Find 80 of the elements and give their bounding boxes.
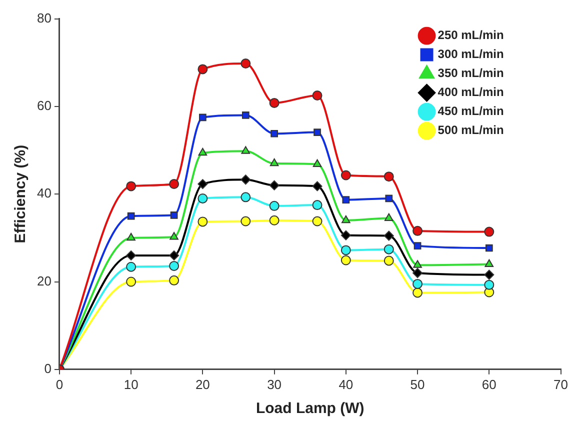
point [485, 244, 493, 252]
point [384, 230, 394, 241]
point [412, 278, 423, 289]
point [169, 250, 180, 260]
point [414, 242, 422, 250]
x-tick-label: 60 [482, 376, 496, 392]
legend-label: 400 mL/min [438, 85, 504, 100]
x-tick-label: 10 [124, 376, 138, 392]
point [413, 260, 422, 268]
y-tick-label: 80 [36, 10, 52, 26]
point [199, 114, 206, 122]
x-tick-label: 20 [195, 376, 210, 392]
point [340, 170, 351, 180]
point [198, 216, 208, 227]
point [484, 280, 494, 290]
point [242, 112, 250, 119]
x-tick-label: 0 [56, 376, 64, 392]
point [198, 148, 208, 156]
point [169, 275, 180, 286]
point [312, 90, 322, 100]
point [169, 179, 180, 190]
x-tick-label: 40 [338, 376, 354, 392]
point [340, 245, 351, 256]
point [126, 276, 136, 287]
point [240, 174, 251, 185]
point [312, 181, 322, 192]
point [240, 192, 251, 202]
point [412, 288, 423, 298]
point [126, 250, 136, 260]
point [384, 244, 394, 254]
point [384, 213, 394, 221]
point [412, 268, 423, 278]
point [169, 260, 180, 271]
point [385, 194, 393, 202]
point [312, 200, 322, 210]
point [270, 130, 278, 138]
point [240, 216, 251, 226]
point [384, 172, 394, 182]
point [126, 262, 136, 272]
x-tick-label: 70 [554, 376, 568, 392]
point [126, 181, 136, 192]
legend-label: 250 mL/min [438, 28, 504, 42]
point [126, 232, 136, 241]
point [269, 215, 280, 226]
y-axis-title: Efficiency (%) [12, 144, 30, 244]
y-tick-label: 60 [36, 98, 52, 114]
point [240, 58, 251, 68]
point [484, 270, 494, 280]
point [340, 255, 351, 266]
point [127, 212, 135, 220]
point [340, 230, 351, 240]
point [484, 226, 494, 237]
x-axis-title: Load Lamp (W) [256, 400, 364, 418]
point [198, 179, 208, 190]
point [342, 196, 350, 204]
point [342, 215, 350, 224]
point [484, 259, 494, 267]
y-tick-label: 20 [36, 273, 52, 288]
legend-label: 350 mL/min [438, 66, 504, 80]
point [241, 146, 250, 154]
legend-label: 450 mL/min [438, 104, 504, 118]
point [170, 232, 178, 240]
legend-label: 300 mL/min [438, 47, 504, 62]
point [170, 211, 178, 219]
legend-label: 500 mL/min [438, 123, 504, 138]
point [384, 256, 394, 266]
point [198, 193, 208, 204]
x-tick-label: 50 [410, 376, 425, 392]
y-tick-label: 0 [44, 360, 52, 376]
point [198, 64, 208, 74]
point [270, 158, 279, 166]
point [269, 98, 280, 108]
point [269, 180, 280, 190]
y-tick-label: 40 [36, 186, 52, 201]
point [312, 159, 322, 168]
point [412, 226, 423, 236]
point [269, 200, 280, 211]
point [314, 128, 321, 136]
point [312, 216, 322, 226]
x-tick-label: 30 [267, 376, 282, 392]
